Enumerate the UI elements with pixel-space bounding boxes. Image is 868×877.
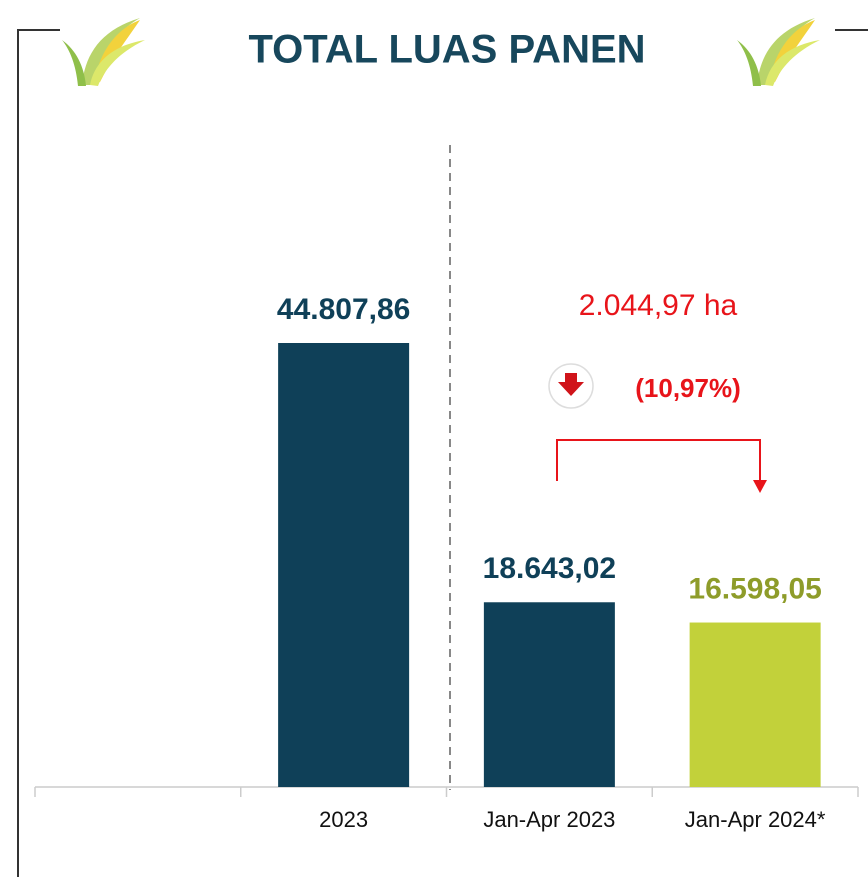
value-label: 44.807,86 xyxy=(277,293,410,326)
leaf-icon-right xyxy=(737,18,820,86)
leaf-icon-left xyxy=(62,18,145,86)
annotation-difference: 2.044,97 ha xyxy=(579,289,738,322)
value-label: 16.598,05 xyxy=(688,572,821,605)
bracket-arrow xyxy=(556,439,767,493)
x-tick-label: Jan-Apr 2023 xyxy=(483,807,615,832)
value-label: 18.643,02 xyxy=(483,552,616,585)
bar xyxy=(689,622,821,787)
bar xyxy=(483,602,615,787)
chart-title: TOTAL LUAS PANEN xyxy=(248,28,645,72)
bar xyxy=(278,343,410,787)
frame xyxy=(17,29,868,877)
annotation-percent: (10,97%) xyxy=(635,373,741,403)
frame-left xyxy=(17,29,60,877)
down-icon xyxy=(548,363,594,409)
x-tick-label: 2023 xyxy=(319,807,368,832)
x-tick-label: Jan-Apr 2024* xyxy=(685,807,826,832)
